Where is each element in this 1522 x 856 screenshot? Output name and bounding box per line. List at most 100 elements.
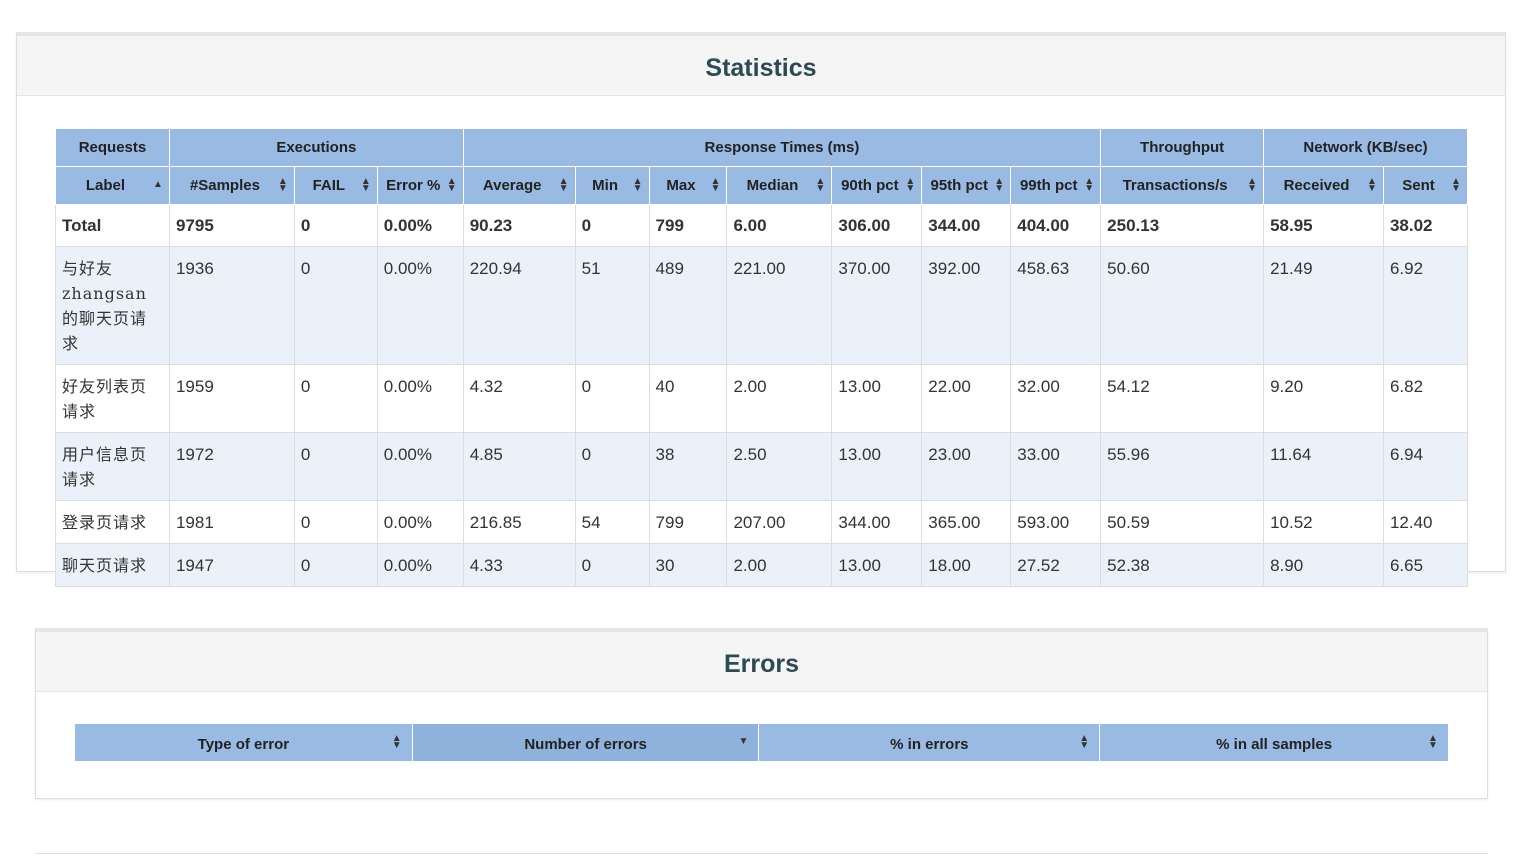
cell-max: 799: [648, 500, 728, 544]
group-requests: Requests: [55, 128, 170, 167]
column-header-average[interactable]: Average ▲ ▼: [462, 166, 576, 205]
sort-both-icon: ▲ ▼: [277, 176, 288, 194]
column-header-row: Label ▲ #Samples ▲ ▼ FAIL ▲ ▼ Error % ▲ ▼ Average ▲ ▼…: [55, 166, 1469, 205]
cell-error-pct: 0.00%: [376, 364, 464, 433]
column-header-error-pct[interactable]: Error % ▲ ▼: [376, 166, 464, 205]
column-header-numsamples[interactable]: #Samples ▲ ▼: [168, 166, 295, 205]
cell-transactions-s: 50.59: [1100, 500, 1265, 544]
column-header-transactions-s[interactable]: Transactions/s ▲ ▼: [1100, 166, 1265, 205]
column-header-label: #Samples: [189, 177, 260, 194]
cell-99th-pct: 33.00: [1010, 432, 1102, 501]
row-label-cell: Total: [55, 204, 170, 247]
cell-transactions-s: 50.60: [1100, 246, 1265, 365]
cell-99th-pct: 404.00: [1010, 204, 1102, 247]
cell-error-pct: 0.00%: [376, 432, 464, 501]
group-response-times: Response Times (ms): [462, 128, 1102, 167]
cell-99th-pct: 32.00: [1010, 364, 1102, 433]
cell-sent: 6.65: [1382, 543, 1469, 587]
sort-both-icon: ▲ ▼: [360, 176, 371, 194]
column-header-label: Median: [746, 177, 799, 194]
cell-received: 8.90: [1263, 543, 1384, 587]
cell-fail: 0: [293, 364, 378, 433]
column-header-fail[interactable]: FAIL ▲ ▼: [293, 166, 378, 205]
cell-error-pct: 0.00%: [376, 500, 464, 544]
column-header-label[interactable]: Label ▲: [55, 166, 170, 205]
table-row: 用户信息页请求 1972 0 0.00% 4.85 0 38 2.50 13.00 23.00 33…: [55, 432, 1469, 501]
errors-column-header-pct-in-errors[interactable]: % in errors ▲ ▼: [758, 723, 1101, 762]
sort-both-icon: ▲ ▼: [710, 176, 721, 194]
cell-sent: 6.94: [1382, 432, 1469, 501]
column-header-received[interactable]: Received ▲ ▼: [1263, 166, 1384, 205]
cell-median: 6.00: [726, 204, 833, 247]
cell-average: 216.85: [462, 500, 576, 544]
cell-average: 4.32: [462, 364, 576, 433]
column-header-label: 95th pct: [930, 177, 989, 194]
cell-95th-pct: 18.00: [921, 543, 1012, 587]
table-row: 登录页请求 1981 0 0.00% 216.85 54 799 207.00 344.00 36…: [55, 500, 1469, 544]
column-header-max[interactable]: Max ▲ ▼: [648, 166, 728, 205]
cell-fail: 0: [293, 543, 378, 587]
column-header-99th-pct[interactable]: 99th pct ▲ ▼: [1010, 166, 1102, 205]
group-throughput: Throughput: [1100, 128, 1265, 167]
cell-90th-pct: 306.00: [831, 204, 923, 247]
errors-column-header-type-of-error[interactable]: Type of error ▲ ▼: [74, 723, 413, 762]
column-header-label: 99th pct: [1019, 177, 1078, 194]
column-header-label: Received: [1283, 177, 1350, 194]
cell-95th-pct: 365.00: [921, 500, 1012, 544]
cell-90th-pct: 13.00: [831, 432, 923, 501]
sort-both-icon: ▲ ▼: [905, 176, 916, 194]
sort-descending-icon: ▼: [738, 736, 749, 747]
column-header-median[interactable]: Median ▲ ▼: [726, 166, 833, 205]
cell-fail: 0: [293, 432, 378, 501]
errors-panel: Errors Type of error ▲ ▼ Number of errors ▼%…: [35, 628, 1488, 799]
column-header-label: Number of errors: [524, 736, 647, 753]
cell-max: 799: [648, 204, 728, 247]
column-header-label: Average: [482, 177, 542, 194]
statistics-table: Requests Executions Response Times (ms) …: [55, 128, 1469, 587]
cell-fail: 0: [293, 246, 378, 365]
cell-received: 10.52: [1263, 500, 1384, 544]
sort-both-icon: ▲ ▼: [1428, 733, 1438, 751]
cell-median: 2.00: [726, 364, 833, 433]
cell-90th-pct: 344.00: [831, 500, 923, 544]
cell-average: 90.23: [462, 204, 576, 247]
sort-both-icon: ▲ ▼: [632, 176, 643, 194]
column-header-label: FAIL: [312, 177, 346, 194]
group-executions: Executions: [168, 128, 464, 167]
cell-90th-pct: 13.00: [831, 543, 923, 587]
cell-sent: 38.02: [1382, 204, 1469, 247]
errors-column-header-number-of-errors[interactable]: Number of errors ▼: [411, 723, 760, 762]
column-header-sent[interactable]: Sent ▲ ▼: [1382, 166, 1469, 205]
sort-both-icon: ▲ ▼: [446, 176, 457, 194]
cell-transactions-s: 55.96: [1100, 432, 1265, 501]
column-header-label: Min: [592, 177, 618, 194]
cell-median: 2.00: [726, 543, 833, 587]
cell-min: 0: [574, 364, 650, 433]
cell-99th-pct: 593.00: [1010, 500, 1102, 544]
column-header-90th-pct[interactable]: 90th pct ▲ ▼: [831, 166, 923, 205]
cell-numsamples: 1972: [168, 432, 295, 501]
cell-received: 11.64: [1263, 432, 1384, 501]
column-header-label: Error %: [386, 177, 441, 194]
cell-average: 4.33: [462, 543, 576, 587]
sort-ascending-icon: ▲: [153, 179, 163, 190]
cell-95th-pct: 392.00: [921, 246, 1012, 365]
errors-table: Type of error ▲ ▼ Number of errors ▼ % in err…: [74, 723, 1449, 762]
errors-column-header-pct-in-all-samples[interactable]: % in all samples ▲ ▼: [1099, 723, 1449, 762]
cell-min: 0: [574, 204, 650, 247]
sort-both-icon: ▲ ▼: [391, 733, 402, 751]
column-header-label: 90th pct: [841, 177, 899, 194]
sort-both-icon: ▲ ▼: [1079, 733, 1090, 751]
column-header-min[interactable]: Min ▲ ▼: [574, 166, 650, 205]
table-row: 好友列表页请求 1959 0 0.00% 4.32 0 40 2.00 13.00 22.00 32…: [55, 364, 1469, 433]
cell-fail: 0: [293, 500, 378, 544]
column-header-95th-pct[interactable]: 95th pct ▲ ▼: [921, 166, 1012, 205]
cell-numsamples: 9795: [168, 204, 295, 247]
row-label-cell: 与好友zhangsan的聊天页请求: [55, 246, 170, 365]
column-header-label: % in errors: [890, 736, 969, 753]
cell-min: 51: [574, 246, 650, 365]
total-row: Total 9795 0 0.00% 90.23 0 799 6.00 306.00 344.00…: [55, 204, 1469, 247]
cell-sent: 6.92: [1382, 246, 1469, 365]
cell-received: 58.95: [1263, 204, 1384, 247]
cell-90th-pct: 13.00: [831, 364, 923, 433]
